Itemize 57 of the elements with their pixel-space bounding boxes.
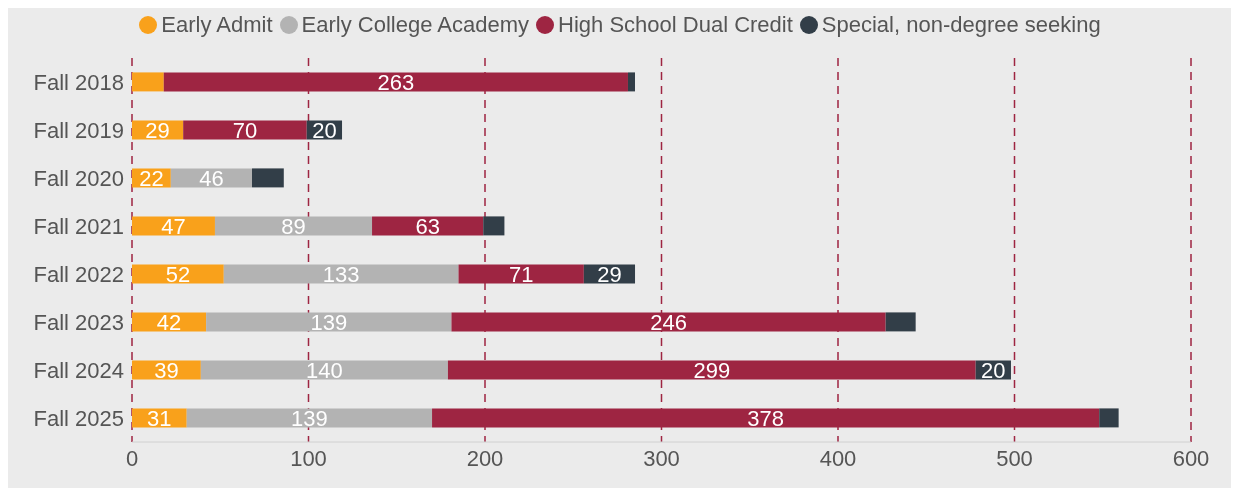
- data-label: 71: [508, 261, 534, 287]
- y-tick-label: Fall 2018: [33, 69, 124, 95]
- bar: [483, 216, 505, 236]
- x-tick-label: 400: [819, 445, 857, 471]
- y-tick-label: Fall 2021: [33, 213, 124, 239]
- y-tick-label: Fall 2023: [33, 309, 124, 335]
- y-tick-label: Fall 2025: [33, 405, 124, 431]
- data-label: 20: [312, 117, 337, 143]
- data-label: 29: [597, 261, 622, 287]
- data-label: 299: [693, 357, 731, 383]
- y-tick-label: Fall 2024: [33, 357, 124, 383]
- data-label: 263: [377, 69, 415, 95]
- data-label: 139: [291, 405, 328, 431]
- bar: [252, 168, 284, 188]
- x-tick-label: 0: [125, 445, 139, 471]
- y-tick-label: Fall 2020: [33, 165, 124, 191]
- data-label: 52: [165, 261, 191, 287]
- bar: [206, 312, 452, 332]
- bar: [183, 120, 307, 140]
- data-label: 378: [747, 405, 784, 431]
- bar: [1099, 408, 1119, 428]
- bar: [132, 216, 215, 236]
- x-tick-label: 600: [1172, 445, 1210, 471]
- legend-label: Special, non-degree seeking: [821, 12, 1101, 38]
- data-label: 46: [199, 165, 224, 191]
- bar: [223, 264, 459, 284]
- legend-label: Early Admit: [161, 12, 273, 38]
- x-tick-label: 300: [643, 445, 680, 471]
- bar: [132, 264, 224, 284]
- legend-label: High School Dual Credit: [558, 12, 793, 38]
- bar: [627, 72, 636, 92]
- data-label: 39: [154, 357, 179, 383]
- data-label: 133: [322, 261, 360, 287]
- data-label: 140: [306, 357, 343, 383]
- bar: [132, 72, 164, 92]
- data-label: 29: [145, 117, 170, 143]
- legend-label: Early College Academy: [301, 12, 530, 38]
- bar: [372, 216, 484, 236]
- data-label: 20: [981, 357, 1006, 383]
- data-label: 139: [310, 309, 348, 335]
- data-label: 22: [139, 165, 164, 191]
- bar: [186, 408, 433, 428]
- bar: [214, 216, 373, 236]
- bar: [885, 312, 916, 332]
- data-label: 31: [147, 405, 172, 431]
- data-label: 63: [415, 213, 440, 239]
- bar: [200, 360, 448, 380]
- y-tick-label: Fall 2022: [33, 261, 124, 287]
- data-label: 47: [161, 213, 186, 239]
- data-label: 42: [156, 309, 182, 335]
- data-label: 246: [650, 309, 687, 335]
- x-tick-label: 100: [290, 445, 327, 471]
- data-label: 89: [281, 213, 306, 239]
- y-tick-label: Fall 2019: [33, 117, 124, 143]
- data-label: 70: [232, 117, 258, 143]
- x-tick-label: 500: [996, 445, 1033, 471]
- x-tick-label: 200: [466, 445, 504, 471]
